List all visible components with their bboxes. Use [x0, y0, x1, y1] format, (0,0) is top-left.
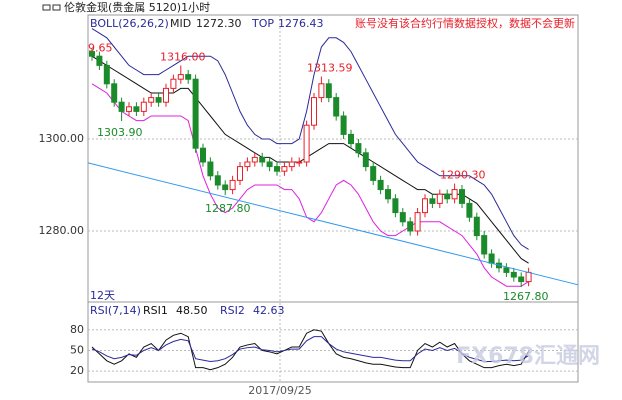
top-label: TOP: [251, 17, 274, 30]
candle-body: [214, 175, 221, 186]
annotation: 1316.00: [160, 50, 206, 63]
candle-body: [325, 83, 332, 99]
candle-body: [362, 152, 369, 168]
candle-body: [96, 55, 103, 66]
annotation: 1313.59: [307, 61, 353, 74]
candle-body: [318, 83, 325, 99]
boll-line: [91, 28, 529, 250]
candle-body: [148, 97, 155, 103]
y-tick-label: 1280.00: [39, 224, 85, 237]
notice: 账号没有该合约行情数据授权，数据不会更新: [355, 16, 575, 30]
candle-body: [126, 106, 132, 112]
candle-body: [133, 106, 140, 112]
candle-body: [459, 189, 465, 204]
candle-body: [444, 193, 451, 200]
candle-body: [103, 64, 110, 85]
candle-body: [399, 212, 406, 223]
trendline: [87, 162, 579, 286]
mid-value: 1272.30: [196, 17, 242, 30]
rsi-line: [91, 336, 529, 362]
candle-body: [177, 74, 184, 80]
candle-body: [296, 161, 303, 164]
candle-body: [392, 198, 399, 214]
candle-body: [185, 74, 192, 80]
candle-body: [518, 276, 525, 283]
candle-body: [207, 161, 214, 177]
y-tick-label: 1300.00: [39, 132, 85, 145]
annotation: 1290.30: [440, 169, 486, 182]
candle-body: [503, 267, 510, 273]
date-label: 2017/09/25: [248, 384, 311, 397]
rsi-tick-label: 20: [70, 364, 84, 377]
candle-body: [510, 271, 517, 278]
candle-body: [229, 179, 236, 191]
candle-body: [473, 216, 480, 237]
candle-body: [481, 235, 488, 255]
candle-body: [422, 198, 428, 214]
candle-body: [222, 184, 229, 191]
candle-body: [192, 78, 199, 149]
candle-body: [370, 166, 377, 181]
candle-body: [340, 115, 347, 135]
candle-body: [118, 101, 125, 112]
candle-body: [266, 161, 273, 168]
candle-body: [348, 133, 354, 145]
candle-body: [251, 156, 258, 163]
candle-body: [200, 147, 206, 163]
annotation: 1303.90: [97, 126, 143, 139]
rsi1-name: RSI1: [143, 304, 168, 317]
candle-body: [89, 51, 95, 57]
candle-body: [466, 202, 473, 218]
rsi-tick-label: 80: [70, 323, 84, 336]
rsi-tick-label: 50: [70, 343, 84, 356]
boll-line: [91, 83, 529, 287]
candle-body: [355, 143, 362, 154]
candle-body: [488, 253, 495, 264]
candle-body: [407, 221, 414, 232]
candle-body: [140, 101, 147, 112]
annotation: 1287.80: [205, 202, 251, 215]
candle-body: [163, 87, 169, 103]
watermark: FX678汇通网: [456, 344, 600, 369]
candle-body: [155, 97, 162, 103]
rsi-name: RSI(7,14): [90, 304, 141, 317]
candle-body: [451, 189, 458, 200]
indicator-name: BOLL(26,26,2): [90, 17, 169, 30]
annotation: 1267.80: [503, 290, 549, 303]
candle-body: [281, 166, 288, 172]
candle-body: [303, 124, 310, 163]
chart-title: 伦敦金现(贵金属 5120)1小时: [64, 0, 210, 14]
candle-body: [436, 193, 443, 204]
rsi2-name: RSI2: [220, 304, 245, 317]
candle-body: [244, 161, 251, 168]
candle-body: [111, 83, 118, 103]
candle-body: [311, 97, 317, 126]
rsi2-value: 42.63: [253, 304, 285, 317]
candle-body: [377, 179, 384, 191]
icon: [42, 4, 51, 11]
candle-body: [333, 97, 340, 117]
rsi-line: [91, 329, 530, 371]
candle-body: [259, 156, 266, 163]
candle-body: [288, 161, 295, 168]
top-value: 1276.43: [278, 17, 324, 30]
icon: [52, 4, 61, 11]
candle-body: [525, 271, 532, 283]
candle-body: [170, 78, 177, 89]
candle-body: [237, 166, 243, 181]
period-label: 12天: [90, 289, 115, 302]
annotation: 9.65: [88, 42, 113, 55]
mid-label: MID: [170, 17, 191, 30]
frame: [87, 14, 579, 383]
candle-body: [385, 189, 391, 200]
candle-body: [414, 212, 421, 232]
candle-body: [274, 166, 280, 172]
rsi1-value: 48.50: [176, 304, 208, 317]
candle-body: [429, 198, 436, 204]
